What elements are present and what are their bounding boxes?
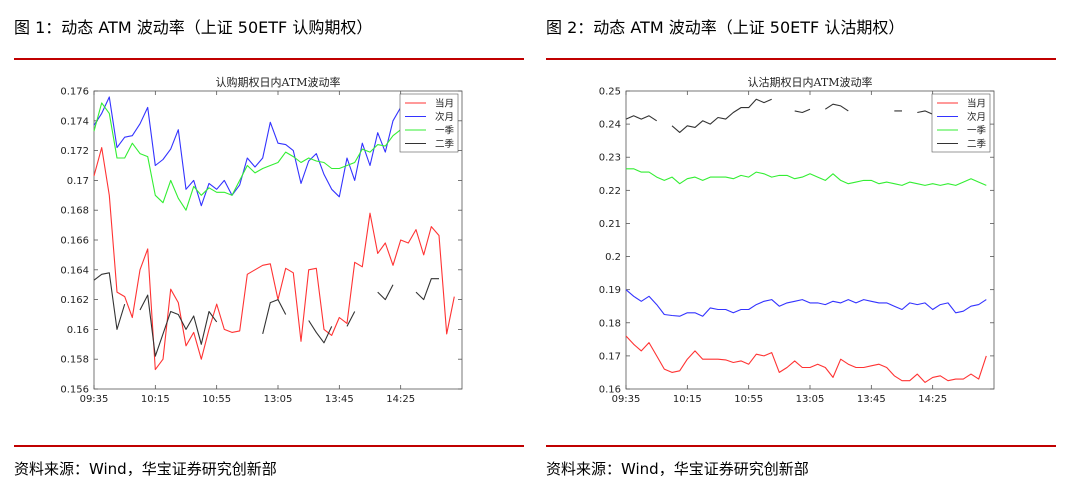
x-tick-label: 10:15 <box>673 394 702 405</box>
y-tick-label: 0.162 <box>60 295 89 306</box>
y-tick-label: 0.156 <box>60 385 89 396</box>
legend-label: 当月 <box>435 98 454 110</box>
legend-label: 次月 <box>435 111 454 123</box>
legend-label: 次月 <box>967 111 986 123</box>
y-tick-label: 0.17 <box>599 351 621 362</box>
y-tick-label: 0.158 <box>60 355 89 366</box>
source-note: 资料来源：Wind，华宝证券研究创新部 <box>546 460 809 478</box>
x-tick-label: 13:45 <box>325 394 354 405</box>
series-line-1 <box>625 289 987 317</box>
legend-box <box>399 93 459 153</box>
x-tick-label: 09:35 <box>612 394 641 405</box>
y-tick-label: 0.21 <box>599 219 621 230</box>
x-tick-label: 10:15 <box>141 394 170 405</box>
y-tick-label: 0.25 <box>599 87 621 98</box>
y-tick-label: 0.22 <box>599 186 621 197</box>
y-tick-label: 0.17 <box>67 176 89 187</box>
legend-label: 当月 <box>967 98 986 110</box>
series-line-2 <box>626 168 987 186</box>
y-tick-label: 0.23 <box>599 153 621 164</box>
chart-title: 认沽期权日内ATM波动率 <box>748 75 873 89</box>
x-tick-label: 13:45 <box>857 394 886 405</box>
y-tick-label: 0.164 <box>60 265 89 276</box>
x-tick-label: 13:05 <box>796 394 825 405</box>
bottom-rule <box>546 445 1056 447</box>
y-tick-label: 0.176 <box>60 87 89 98</box>
y-tick-label: 0.172 <box>60 146 89 157</box>
y-tick-label: 0.24 <box>599 120 621 131</box>
series-line-3 <box>625 98 941 133</box>
legend-label: 二季 <box>435 138 455 150</box>
y-tick-label: 0.166 <box>60 236 89 247</box>
put-volatility-chart: 认沽期权日内ATM波动率 0.16 0.17 0.18 0.19 0.2 0.21 0.22 0… <box>599 75 995 405</box>
call-volatility-chart: 认购期权日内ATM波动率 0.156 0.158 0.16 0.162 0.164 0.16… <box>60 75 463 405</box>
top-rule <box>546 58 1056 60</box>
y-tick-label: 0.16 <box>599 385 621 396</box>
series-line-2 <box>93 102 455 211</box>
series-line-1 <box>93 94 455 207</box>
y-tick-label: 0.18 <box>599 318 621 329</box>
chart-title: 认购期权日内ATM波动率 <box>216 75 341 89</box>
legend-label: 二季 <box>967 138 987 150</box>
y-tick-label: 0.16 <box>67 325 89 336</box>
x-tick-label: 14:25 <box>386 394 415 405</box>
figure-title: 图 2：动态 ATM 波动率（上证 50ETF 认沽期权） <box>546 18 905 37</box>
y-tick-label: 0.174 <box>60 116 89 127</box>
y-tick-label: 0.2 <box>605 252 621 263</box>
legend-label: 一季 <box>435 125 455 137</box>
y-tick-label: 0.19 <box>599 285 621 296</box>
series-line-0 <box>625 335 987 383</box>
x-tick-label: 09:35 <box>80 394 109 405</box>
top-rule <box>14 58 524 60</box>
source-note: 资料来源：Wind，华宝证券研究创新部 <box>14 460 277 478</box>
x-tick-label: 14:25 <box>918 394 947 405</box>
series-line-3 <box>93 272 439 357</box>
figure-panel-call: 图 1：动态 ATM 波动率（上证 50ETF 认购期权） 认购期权日内ATM波… <box>14 0 524 503</box>
x-tick-label: 10:55 <box>202 394 231 405</box>
bottom-rule <box>14 445 524 447</box>
figure-title: 图 1：动态 ATM 波动率（上证 50ETF 认购期权） <box>14 18 373 37</box>
y-tick-label: 0.168 <box>60 206 89 217</box>
legend-box <box>931 93 991 153</box>
x-tick-label: 13:05 <box>264 394 293 405</box>
figure-panel-put: 图 2：动态 ATM 波动率（上证 50ETF 认沽期权） 认沽期权日内ATM波… <box>546 0 1056 503</box>
x-tick-label: 10:55 <box>734 394 763 405</box>
legend-label: 一季 <box>967 125 987 137</box>
